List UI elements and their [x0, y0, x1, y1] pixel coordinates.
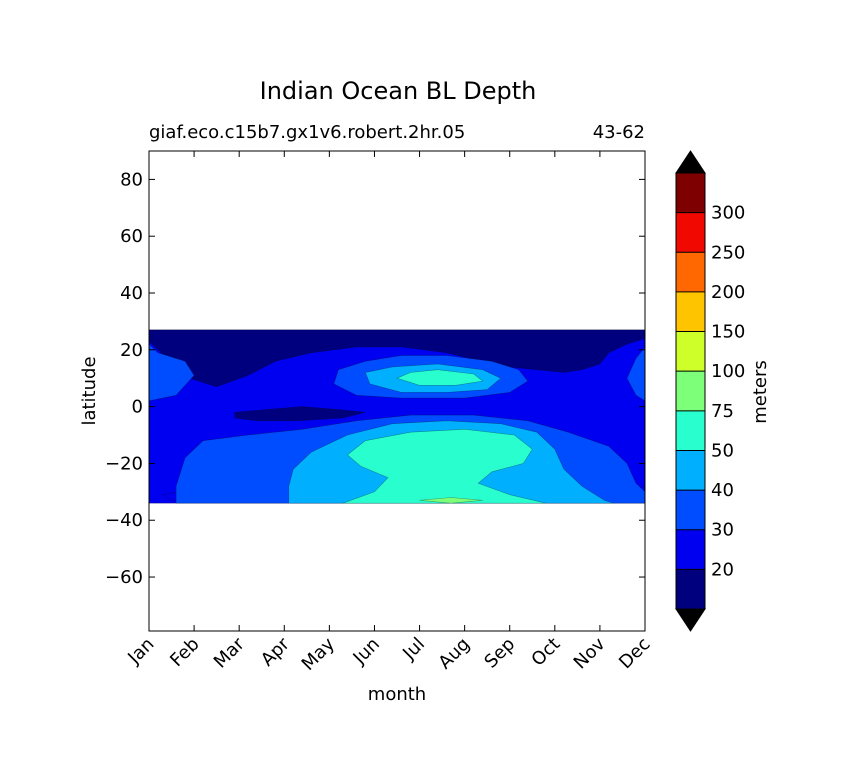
colorbar-tick-label-100: 100	[711, 361, 745, 382]
x-tick-label-jun: Jun	[349, 634, 384, 669]
contour-region-13	[419, 497, 483, 504]
colorbar-bin-7	[676, 291, 705, 332]
y-tick-label-0: 0	[132, 397, 143, 418]
x-tick-label-nov: Nov	[570, 633, 610, 673]
colorbar-tick-label-250: 250	[711, 242, 745, 263]
x-tick-label-oct: Oct	[527, 634, 564, 671]
colorbar-tick-label-30: 30	[711, 520, 734, 541]
x-axis-label: month	[368, 684, 426, 705]
chart-title: Indian Ocean BL Depth	[260, 77, 537, 105]
contour-region-2	[234, 406, 366, 422]
colorbar-tick-label-150: 150	[711, 322, 745, 343]
contour-region-11	[396, 369, 484, 386]
colorbar-bin-4	[676, 410, 705, 451]
colorbar-tick-label-20: 20	[711, 559, 734, 580]
contour-region-6	[626, 346, 645, 402]
x-tick-label-sep: Sep	[480, 634, 519, 673]
colorbar-tick-label-50: 50	[711, 440, 734, 461]
colorbar-tick-label-40: 40	[711, 480, 734, 501]
colorbar-bin-5	[676, 371, 705, 411]
y-axis-label: latitude	[79, 356, 100, 425]
colorbar-bin-9	[676, 212, 705, 253]
y-tick-label--60: −60	[105, 567, 143, 588]
y-tick-label-20: 20	[120, 340, 143, 361]
contour-region-5	[149, 343, 195, 402]
colorbar-tick-label-75: 75	[711, 401, 734, 422]
x-tick-label-jan: Jan	[123, 634, 158, 669]
y-axis: 80 60 40 20 0 −20 −40 −60	[105, 169, 645, 588]
colorbar-bin-6	[676, 331, 705, 372]
x-tick-label-jul: Jul	[398, 634, 429, 665]
depth-field	[149, 329, 645, 504]
plot-frame	[148, 150, 646, 632]
y-tick-label-60: 60	[120, 226, 143, 247]
x-tick-label-apr: Apr	[257, 633, 294, 670]
x-tick-label-dec: Dec	[615, 634, 654, 673]
colorbar-frame	[675, 172, 706, 610]
colorbar-tick-label-200: 200	[711, 282, 745, 303]
chart-subtitle-right: 43-62	[593, 122, 645, 143]
x-tick-label-aug: Aug	[434, 634, 474, 674]
x-tick-label-feb: Feb	[166, 634, 203, 671]
x-tick-label-mar: Mar	[210, 633, 249, 672]
y-tick-label--40: −40	[105, 510, 143, 531]
colorbar-bin-3	[676, 450, 705, 491]
colorbar-bin-0	[676, 569, 705, 609]
colorbar-bin-10	[676, 173, 705, 213]
x-tick-label-may: May	[298, 633, 339, 674]
colorbar-bin-8	[676, 252, 705, 292]
colorbar-bin-1	[676, 529, 705, 570]
contour-region-12	[342, 428, 546, 504]
colorbar-under-triangle	[675, 608, 706, 632]
y-tick-label-80: 80	[120, 169, 143, 190]
colorbar-over-triangle	[675, 150, 706, 174]
y-tick-label-40: 40	[120, 283, 143, 304]
colorbar-bin-2	[676, 490, 705, 530]
colorbar: 20 30 40 50 75 100 150 200 250 300	[675, 150, 745, 632]
colorbar-label: meters	[750, 360, 771, 424]
chart-subtitle-left: giaf.eco.c15b7.gx1v6.robert.2hr.05	[149, 122, 465, 143]
colorbar-tick-label-300: 300	[711, 203, 745, 224]
y-tick-label--20: −20	[105, 453, 143, 474]
